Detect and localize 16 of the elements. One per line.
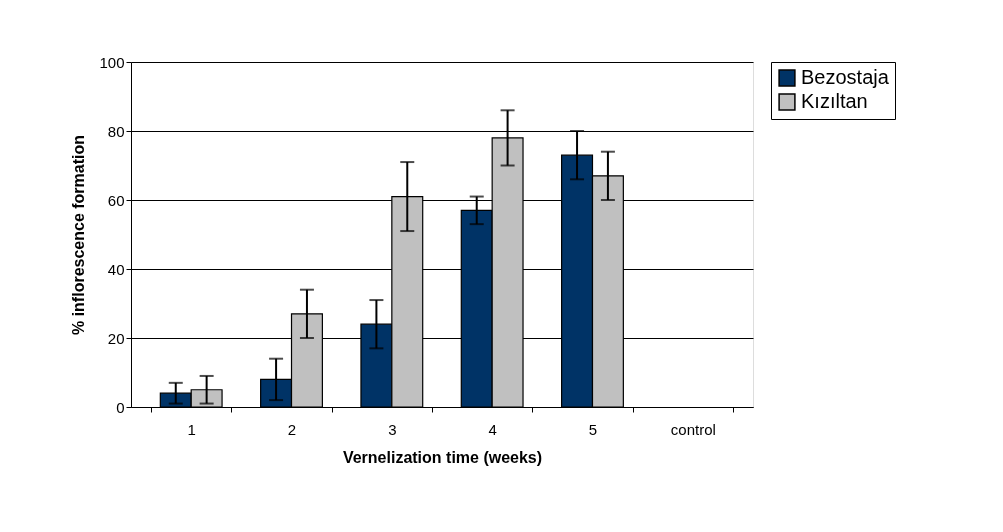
- legend-label: Bezostaja: [801, 66, 890, 88]
- legend-label: Kızıltan: [801, 90, 868, 112]
- x-tick-label: 5: [588, 420, 598, 438]
- y-axis-title: % inflorescence formation: [70, 134, 88, 336]
- x-tick-label: 1: [187, 420, 196, 438]
- y-tick-label: 60: [107, 191, 125, 209]
- x-tick-label: 3: [388, 420, 397, 438]
- x-tick-label: 2: [287, 420, 297, 438]
- y-tick-label: 40: [107, 260, 125, 278]
- x-axis-title: Vernelization time (weeks): [342, 448, 543, 466]
- y-tick-label: 0: [116, 398, 125, 416]
- y-tick-label: 80: [107, 122, 125, 140]
- y-tick-label: 20: [107, 329, 125, 347]
- y-tick-label: 100: [99, 53, 125, 71]
- x-tick-label: 4: [488, 420, 497, 438]
- x-tick-label: control: [670, 420, 716, 438]
